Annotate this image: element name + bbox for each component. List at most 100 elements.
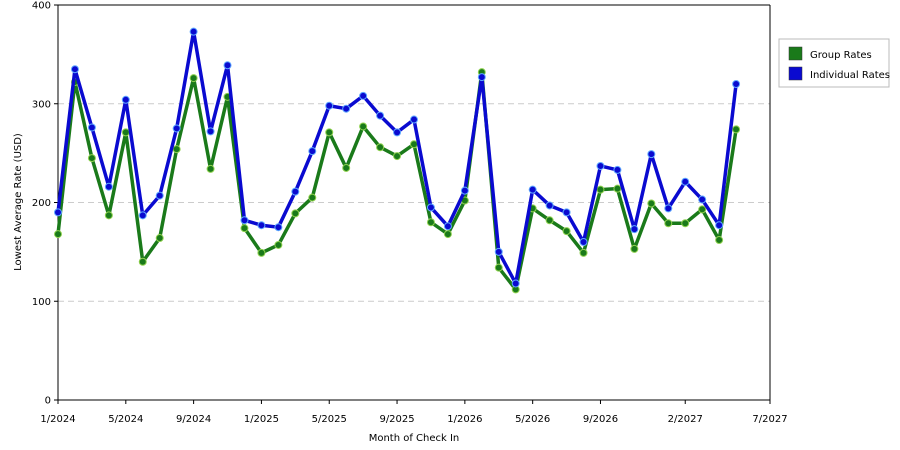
y-ticks: 0 100 200 300 400 <box>32 1 58 407</box>
data-point-individual-rates <box>613 165 622 174</box>
data-point-group-rates <box>443 230 452 239</box>
data-point-individual-rates <box>562 208 571 217</box>
data-point-group-rates <box>393 152 402 161</box>
x-tick-label: 9/2024 <box>176 414 211 425</box>
data-point-individual-rates <box>274 223 283 232</box>
data-point-group-rates <box>613 184 622 193</box>
data-point-individual-rates <box>87 123 96 132</box>
data-point-group-rates <box>410 140 418 149</box>
data-point-group-rates <box>342 163 351 172</box>
data-point-individual-rates <box>410 115 418 124</box>
data-point-group-rates <box>240 224 249 233</box>
data-point-individual-rates <box>443 222 452 231</box>
y-axis-title: Lowest Average Rate (USD) <box>13 133 24 271</box>
data-point-individual-rates <box>494 247 503 256</box>
x-tick-label: 5/2025 <box>312 414 347 425</box>
data-point-group-rates <box>579 248 588 257</box>
data-point-individual-rates <box>460 186 469 195</box>
axes <box>57 4 771 401</box>
data-point-individual-rates <box>393 128 402 137</box>
data-point-group-rates <box>257 248 266 257</box>
x-tick-label: 1/2026 <box>447 414 482 425</box>
data-point-individual-rates <box>206 127 215 136</box>
data-point-group-rates <box>698 205 707 214</box>
data-point-group-rates <box>104 211 113 220</box>
data-point-group-rates <box>681 219 690 228</box>
data-point-group-rates <box>732 125 741 134</box>
data-point-individual-rates <box>308 147 317 156</box>
data-point-group-rates <box>172 145 181 154</box>
data-point-individual-rates <box>698 195 707 204</box>
data-point-individual-rates <box>223 61 232 70</box>
data-point-group-rates <box>545 216 554 225</box>
data-point-group-rates <box>87 154 96 163</box>
data-point-individual-rates <box>172 124 181 133</box>
x-ticks: 1/2024 5/2024 9/2024 1/2025 5/2025 9/2025 1/20… <box>40 400 788 425</box>
data-point-group-rates <box>155 234 164 243</box>
data-point-individual-rates <box>70 65 79 74</box>
data-point-individual-rates <box>596 161 605 170</box>
data-point-group-rates <box>494 263 503 272</box>
y-tick-label: 400 <box>32 1 51 12</box>
y-tick-label: 300 <box>32 99 51 110</box>
x-tick-label: 5/2026 <box>515 414 550 425</box>
series <box>54 27 741 294</box>
data-point-group-rates <box>189 74 198 83</box>
data-point-group-rates <box>291 209 300 218</box>
data-point-individual-rates <box>477 73 486 82</box>
data-point-group-rates <box>630 244 639 253</box>
data-point-group-rates <box>376 143 385 152</box>
data-point-individual-rates <box>528 185 537 194</box>
data-point-group-rates <box>647 199 656 208</box>
x-tick-label: 9/2025 <box>379 414 414 425</box>
data-point-individual-rates <box>715 221 724 230</box>
data-point-individual-rates <box>121 95 130 104</box>
data-point-individual-rates <box>138 211 147 220</box>
data-point-group-rates <box>562 227 571 236</box>
x-axis-title: Month of Check In <box>369 433 460 444</box>
legend-label-group-rates: Group Rates <box>810 50 872 61</box>
data-point-group-rates <box>359 122 368 131</box>
y-tick-label: 0 <box>45 396 51 407</box>
y-tick-label: 200 <box>32 198 51 209</box>
data-point-group-rates <box>325 128 334 137</box>
data-point-individual-rates <box>376 111 385 120</box>
x-tick-label: 9/2026 <box>583 414 618 425</box>
x-tick-label: 1/2024 <box>40 414 75 425</box>
legend: Group Rates Individual Rates <box>778 38 890 88</box>
data-point-individual-rates <box>664 204 673 213</box>
data-point-group-rates <box>274 240 283 249</box>
data-point-individual-rates <box>426 203 435 212</box>
data-point-group-rates <box>308 193 317 202</box>
x-tick-label: 7/2027 <box>752 414 787 425</box>
data-point-individual-rates <box>291 187 300 196</box>
data-point-individual-rates <box>189 27 198 36</box>
data-point-group-rates <box>715 236 724 245</box>
data-point-group-rates <box>596 185 605 194</box>
x-tick-label: 2/2027 <box>668 414 703 425</box>
data-point-individual-rates <box>647 150 656 159</box>
data-point-group-rates <box>206 164 215 173</box>
data-point-individual-rates <box>681 177 690 186</box>
data-point-group-rates <box>54 230 62 239</box>
data-point-group-rates <box>664 219 673 228</box>
data-point-individual-rates <box>342 104 351 113</box>
legend-label-individual-rates: Individual Rates <box>810 70 890 81</box>
data-point-group-rates <box>121 128 130 137</box>
data-point-individual-rates <box>579 238 588 246</box>
data-point-group-rates <box>138 257 147 266</box>
data-point-individual-rates <box>359 91 368 100</box>
data-point-individual-rates <box>325 101 334 110</box>
data-point-individual-rates <box>104 182 113 191</box>
y-tick-label: 100 <box>32 297 51 308</box>
data-point-individual-rates <box>545 201 554 210</box>
legend-swatch-group-rates <box>788 46 803 61</box>
data-point-individual-rates <box>240 216 249 225</box>
data-point-individual-rates <box>732 80 741 88</box>
data-point-individual-rates <box>54 208 62 217</box>
series-line-group-rates <box>56 70 738 292</box>
data-point-individual-rates <box>257 221 266 230</box>
data-point-group-rates <box>426 218 435 227</box>
legend-swatch-individual-rates <box>788 66 803 81</box>
